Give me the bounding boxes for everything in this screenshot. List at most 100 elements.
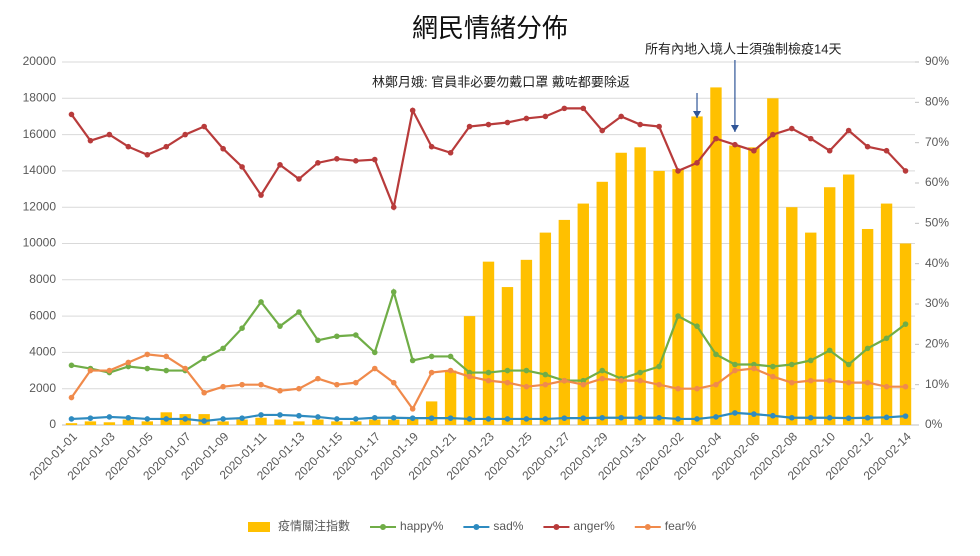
marker bbox=[864, 379, 871, 386]
marker bbox=[694, 416, 700, 422]
marker bbox=[220, 416, 226, 422]
marker bbox=[656, 123, 662, 130]
marker bbox=[599, 367, 606, 374]
marker bbox=[732, 141, 738, 148]
marker bbox=[826, 414, 833, 421]
marker bbox=[826, 347, 833, 354]
marker bbox=[864, 414, 871, 421]
marker bbox=[371, 365, 378, 372]
marker bbox=[637, 369, 643, 376]
marker bbox=[618, 113, 624, 120]
marker bbox=[315, 375, 321, 382]
marker bbox=[87, 415, 94, 421]
marker bbox=[807, 357, 814, 364]
bar bbox=[293, 421, 305, 425]
y2-tick-label: 40% bbox=[925, 256, 949, 270]
marker bbox=[296, 176, 302, 182]
bar bbox=[596, 181, 608, 425]
marker bbox=[902, 168, 909, 174]
marker bbox=[523, 416, 530, 422]
bar bbox=[805, 232, 817, 425]
marker bbox=[163, 367, 170, 374]
marker bbox=[447, 149, 454, 156]
bar bbox=[331, 421, 343, 425]
y-tick-label: 16000 bbox=[23, 127, 57, 141]
marker bbox=[542, 371, 549, 378]
marker bbox=[864, 345, 871, 352]
marker bbox=[770, 363, 776, 370]
y2-tick-label: 60% bbox=[925, 175, 949, 189]
marker bbox=[504, 367, 511, 374]
marker bbox=[409, 406, 416, 412]
bar bbox=[824, 187, 836, 425]
marker bbox=[523, 367, 530, 374]
marker bbox=[485, 377, 492, 384]
marker bbox=[637, 414, 643, 421]
marker bbox=[239, 381, 245, 388]
marker bbox=[466, 369, 473, 376]
annotation: 所有內地入境人士須強制檢疫14天 bbox=[645, 41, 841, 56]
legend-dot bbox=[380, 524, 387, 530]
arrow-head bbox=[730, 125, 739, 132]
marker bbox=[447, 415, 454, 421]
marker bbox=[713, 381, 719, 388]
marker bbox=[845, 361, 852, 368]
marker bbox=[694, 385, 700, 392]
marker bbox=[883, 147, 890, 154]
marker bbox=[770, 412, 776, 419]
y-tick-label: 4000 bbox=[29, 345, 56, 359]
marker bbox=[125, 359, 132, 366]
marker bbox=[599, 414, 606, 421]
marker bbox=[751, 365, 757, 372]
marker bbox=[618, 377, 624, 384]
marker bbox=[68, 394, 75, 401]
y-tick-label: 20000 bbox=[23, 54, 57, 68]
marker bbox=[144, 416, 151, 422]
marker bbox=[182, 365, 189, 372]
marker bbox=[883, 383, 890, 390]
marker bbox=[523, 115, 530, 122]
marker bbox=[751, 147, 757, 154]
marker bbox=[220, 383, 226, 390]
marker bbox=[902, 413, 909, 419]
bar bbox=[217, 421, 229, 425]
marker bbox=[201, 418, 207, 424]
marker bbox=[902, 321, 909, 327]
y-tick-label: 18000 bbox=[23, 90, 57, 104]
bar bbox=[350, 421, 362, 425]
bar bbox=[84, 421, 97, 425]
marker bbox=[390, 379, 397, 386]
marker bbox=[125, 143, 132, 150]
marker bbox=[770, 131, 776, 138]
marker bbox=[106, 414, 113, 420]
marker bbox=[845, 127, 852, 134]
marker bbox=[220, 145, 226, 152]
marker bbox=[182, 131, 189, 138]
bar bbox=[861, 228, 874, 425]
marker bbox=[561, 415, 568, 421]
marker bbox=[334, 381, 340, 388]
bar bbox=[615, 152, 627, 425]
arrow-head bbox=[693, 111, 702, 118]
marker bbox=[163, 353, 170, 360]
legend-dot bbox=[644, 524, 651, 530]
marker bbox=[371, 414, 378, 421]
legend-swatch bbox=[248, 522, 270, 532]
y2-tick-label: 50% bbox=[925, 216, 949, 230]
marker bbox=[277, 323, 283, 329]
marker bbox=[87, 137, 94, 144]
marker bbox=[561, 105, 568, 112]
marker bbox=[201, 355, 207, 362]
marker bbox=[845, 379, 852, 386]
y-tick-label: 2000 bbox=[29, 381, 56, 395]
marker bbox=[542, 113, 549, 120]
marker bbox=[845, 415, 852, 421]
marker bbox=[239, 325, 245, 332]
marker bbox=[883, 414, 890, 421]
marker bbox=[864, 143, 871, 150]
marker bbox=[713, 135, 719, 142]
marker bbox=[87, 367, 94, 374]
marker bbox=[447, 353, 454, 360]
marker bbox=[826, 147, 833, 154]
marker bbox=[390, 204, 397, 210]
